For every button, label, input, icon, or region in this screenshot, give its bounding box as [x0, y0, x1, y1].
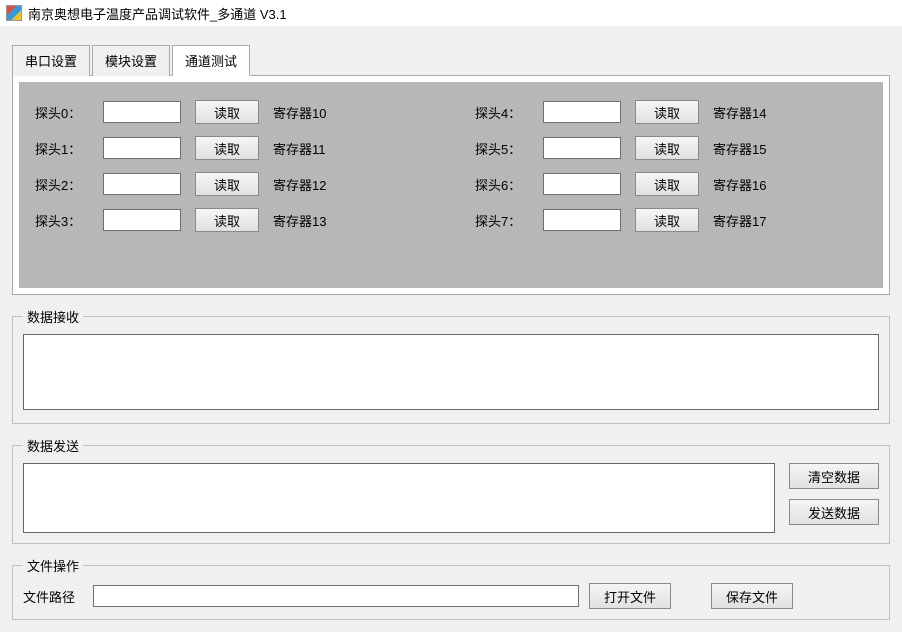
window-title: 南京奥想电子温度产品调试软件_多通道 V3.1: [28, 4, 287, 23]
probe-1-label: 探头1：: [35, 139, 89, 158]
probe-6-label: 探头6：: [475, 175, 529, 194]
file-path-label: 文件路径: [23, 587, 83, 606]
save-file-button[interactable]: 保存文件: [711, 583, 793, 609]
probe-1-register: 寄存器11: [273, 139, 353, 158]
send-data-button[interactable]: 发送数据: [789, 499, 879, 525]
probe-row-1: 探头1： 读取 寄存器11: [35, 136, 427, 160]
data-send-group: 数据发送 清空数据 发送数据: [12, 436, 890, 544]
data-send-textarea[interactable]: [23, 463, 775, 533]
file-ops-legend: 文件操作: [23, 556, 83, 575]
probe-5-label: 探头5：: [475, 139, 529, 158]
data-receive-legend: 数据接收: [23, 307, 83, 326]
probe-4-register: 寄存器14: [713, 103, 793, 122]
file-path-input[interactable]: [93, 585, 579, 607]
probe-1-read-button[interactable]: 读取: [195, 136, 259, 160]
probe-4-input[interactable]: [543, 101, 621, 123]
probe-7-label: 探头7：: [475, 211, 529, 230]
probe-0-read-button[interactable]: 读取: [195, 100, 259, 124]
probe-1-input[interactable]: [103, 137, 181, 159]
open-file-button[interactable]: 打开文件: [589, 583, 671, 609]
tab-panel-channel-test: 探头0： 读取 寄存器10 探头4： 读取 寄存器14 探头1： 读取 寄存器1…: [12, 76, 890, 295]
probe-row-7: 探头7： 读取 寄存器17: [475, 208, 867, 232]
probe-4-read-button[interactable]: 读取: [635, 100, 699, 124]
probe-row-0: 探头0： 读取 寄存器10: [35, 100, 427, 124]
probe-5-read-button[interactable]: 读取: [635, 136, 699, 160]
probe-3-register: 寄存器13: [273, 211, 353, 230]
probe-area: 探头0： 读取 寄存器10 探头4： 读取 寄存器14 探头1： 读取 寄存器1…: [19, 82, 883, 288]
titlebar: 南京奥想电子温度产品调试软件_多通道 V3.1: [0, 0, 902, 26]
clear-data-button[interactable]: 清空数据: [789, 463, 879, 489]
content-area: 串口设置 模块设置 通道测试 探头0： 读取 寄存器10 探头4： 读取 寄存器…: [0, 26, 902, 632]
probe-2-label: 探头2：: [35, 175, 89, 194]
tab-serial-settings[interactable]: 串口设置: [12, 45, 90, 76]
probe-7-input[interactable]: [543, 209, 621, 231]
probe-0-input[interactable]: [103, 101, 181, 123]
probe-row-6: 探头6： 读取 寄存器16: [475, 172, 867, 196]
probe-row-2: 探头2： 读取 寄存器12: [35, 172, 427, 196]
tab-channel-test[interactable]: 通道测试: [172, 45, 250, 76]
probe-row-5: 探头5： 读取 寄存器15: [475, 136, 867, 160]
probe-2-register: 寄存器12: [273, 175, 353, 194]
probe-6-read-button[interactable]: 读取: [635, 172, 699, 196]
data-receive-textarea[interactable]: [23, 334, 879, 410]
probe-4-label: 探头4：: [475, 103, 529, 122]
probe-3-label: 探头3：: [35, 211, 89, 230]
data-send-legend: 数据发送: [23, 436, 83, 455]
probe-row-3: 探头3： 读取 寄存器13: [35, 208, 427, 232]
probe-3-read-button[interactable]: 读取: [195, 208, 259, 232]
data-receive-group: 数据接收: [12, 307, 890, 424]
probe-6-register: 寄存器16: [713, 175, 793, 194]
tabs-bar: 串口设置 模块设置 通道测试: [12, 44, 890, 76]
probe-7-register: 寄存器17: [713, 211, 793, 230]
probe-7-read-button[interactable]: 读取: [635, 208, 699, 232]
probe-3-input[interactable]: [103, 209, 181, 231]
file-ops-group: 文件操作 文件路径 打开文件 保存文件: [12, 556, 890, 620]
probe-5-input[interactable]: [543, 137, 621, 159]
probe-grid: 探头0： 读取 寄存器10 探头4： 读取 寄存器14 探头1： 读取 寄存器1…: [35, 100, 867, 232]
probe-0-register: 寄存器10: [273, 103, 353, 122]
app-icon: [6, 5, 22, 21]
probe-2-read-button[interactable]: 读取: [195, 172, 259, 196]
probe-0-label: 探头0：: [35, 103, 89, 122]
probe-6-input[interactable]: [543, 173, 621, 195]
probe-row-4: 探头4： 读取 寄存器14: [475, 100, 867, 124]
tab-module-settings[interactable]: 模块设置: [92, 45, 170, 76]
probe-5-register: 寄存器15: [713, 139, 793, 158]
probe-2-input[interactable]: [103, 173, 181, 195]
